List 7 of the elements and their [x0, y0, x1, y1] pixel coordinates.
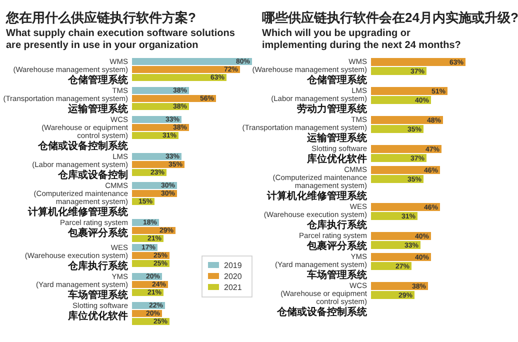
legend-label: 2020: [224, 272, 242, 281]
chart-subtitle: What supply chain execution software solutions are presently in use in your organization: [6, 28, 236, 51]
chart-title: 您在用什么供应链执行软件方案?: [5, 10, 196, 25]
chart-subtitle: Which will you be upgrading or implementing during the next 24 months?: [262, 28, 461, 51]
legend-label: 2019: [224, 261, 242, 270]
chart-title: 哪些供应链执行软件会在24月内实施或升级?: [262, 10, 518, 25]
legend-label: 2021: [224, 283, 242, 292]
